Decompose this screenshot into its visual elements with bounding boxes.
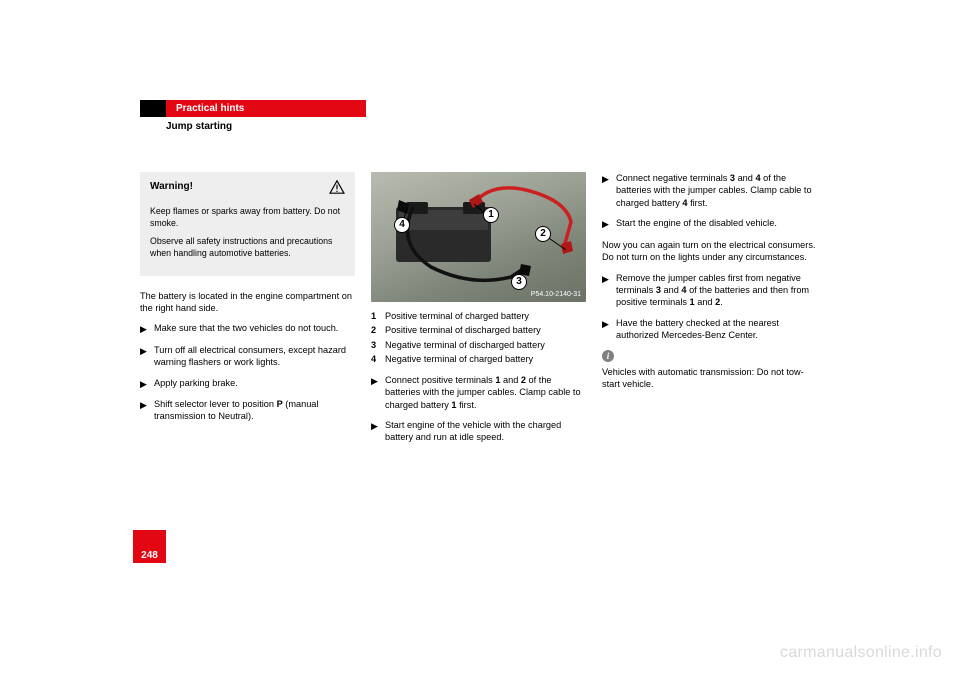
column-2: 1 2 3 4 P54.10-2140-31 1Positive termina… — [371, 172, 586, 452]
triangle-bullet-icon: ▶ — [602, 272, 610, 309]
step-item: ▶ Apply parking brake. — [140, 377, 355, 390]
step-text: Turn off all electrical consumers, excep… — [154, 344, 355, 369]
figure-svg — [371, 172, 586, 302]
step-text: Start the engine of the disabled vehicle… — [616, 217, 777, 230]
legend-item: 2Positive terminal of discharged battery — [371, 324, 586, 336]
step-text: Shift selector lever to position P (manu… — [154, 398, 355, 423]
section-title: Jump starting — [166, 117, 820, 132]
step-text: Have the battery checked at the nearest … — [616, 317, 817, 342]
step-text: Remove the jumper cables first from nega… — [616, 272, 817, 309]
step-item: ▶ Connect positive terminals 1 and 2 of … — [371, 374, 586, 411]
step-text: Connect positive terminals 1 and 2 of th… — [385, 374, 586, 411]
triangle-bullet-icon: ▶ — [140, 377, 148, 390]
step-text: Make sure that the two vehicles do not t… — [154, 322, 338, 335]
triangle-bullet-icon: ▶ — [371, 419, 379, 444]
info-block: i Vehicles with automatic transmission: … — [602, 350, 817, 391]
chapter-title: Practical hints — [166, 100, 366, 117]
step-item: ▶ Have the battery checked at the neares… — [602, 317, 817, 342]
figure-label-1: 1 — [483, 207, 499, 223]
step-item: ▶ Connect negative terminals 3 and 4 of … — [602, 172, 817, 209]
triangle-bullet-icon: ▶ — [371, 374, 379, 411]
figure-code: P54.10-2140-31 — [531, 290, 581, 299]
page-number-box: 248 — [133, 530, 166, 563]
manual-page: Practical hints Jump starting Warning! K… — [140, 100, 820, 452]
figure-label-2: 2 — [535, 226, 551, 242]
info-text: Vehicles with automatic transmission: Do… — [602, 366, 817, 391]
triangle-bullet-icon: ▶ — [602, 317, 610, 342]
figure-label-3: 3 — [511, 274, 527, 290]
triangle-bullet-icon: ▶ — [602, 217, 610, 230]
warning-title-row: Warning! — [150, 180, 345, 200]
watermark: carmanualsonline.info — [780, 644, 942, 662]
column-3: ▶ Connect negative terminals 3 and 4 of … — [602, 172, 817, 452]
step-item: ▶ Shift selector lever to position P (ma… — [140, 398, 355, 423]
column-1: Warning! Keep flames or sparks away from… — [140, 172, 355, 452]
step-text: Start engine of the vehicle with the cha… — [385, 419, 586, 444]
body-paragraph: Now you can again turn on the electrical… — [602, 239, 817, 264]
legend-item: 1Positive terminal of charged battery — [371, 310, 586, 322]
legend-item: 3Negative terminal of discharged battery — [371, 339, 586, 351]
triangle-bullet-icon: ▶ — [140, 322, 148, 335]
triangle-bullet-icon: ▶ — [140, 344, 148, 369]
info-icon: i — [602, 350, 614, 362]
step-item: ▶ Start the engine of the disabled vehic… — [602, 217, 817, 230]
triangle-bullet-icon: ▶ — [140, 398, 148, 423]
intro-text: The battery is located in the engine com… — [140, 290, 355, 315]
header-black-square — [140, 100, 166, 117]
jump-start-figure: 1 2 3 4 P54.10-2140-31 — [371, 172, 586, 302]
page-number: 248 — [133, 530, 166, 563]
warning-text-1: Keep flames or sparks away from battery.… — [150, 206, 345, 230]
step-item: ▶ Start engine of the vehicle with the c… — [371, 419, 586, 444]
step-item: ▶ Remove the jumper cables first from ne… — [602, 272, 817, 309]
warning-text-2: Observe all safety instructions and prec… — [150, 236, 345, 260]
header-bar: Practical hints — [140, 100, 820, 117]
warning-box: Warning! Keep flames or sparks away from… — [140, 172, 355, 276]
step-text: Connect negative terminals 3 and 4 of th… — [616, 172, 817, 209]
figure-label-4: 4 — [394, 217, 410, 233]
warning-label: Warning! — [150, 180, 193, 194]
content-columns: Warning! Keep flames or sparks away from… — [140, 172, 820, 452]
triangle-bullet-icon: ▶ — [602, 172, 610, 209]
step-item: ▶ Make sure that the two vehicles do not… — [140, 322, 355, 335]
step-text: Apply parking brake. — [154, 377, 238, 390]
step-item: ▶ Turn off all electrical consumers, exc… — [140, 344, 355, 369]
warning-triangle-icon — [329, 180, 345, 194]
legend-item: 4Negative terminal of charged battery — [371, 353, 586, 365]
